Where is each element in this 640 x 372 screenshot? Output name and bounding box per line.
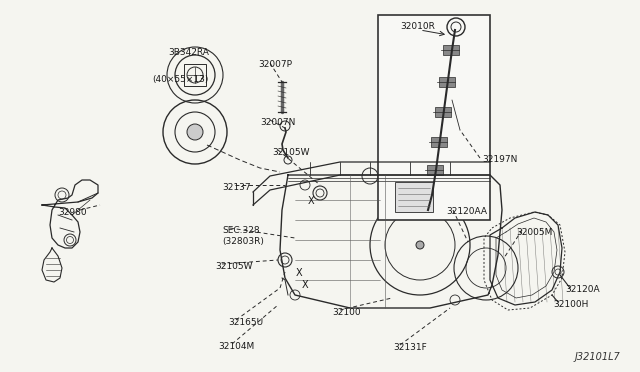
Circle shape <box>416 241 424 249</box>
Text: 32007P: 32007P <box>258 60 292 69</box>
Text: 32104M: 32104M <box>218 342 254 351</box>
Bar <box>439 77 455 87</box>
Text: 32105W: 32105W <box>272 148 310 157</box>
Bar <box>378 15 490 220</box>
Bar <box>427 165 443 175</box>
Bar <box>184 64 206 86</box>
Text: J32101L7: J32101L7 <box>574 352 620 362</box>
Text: 3B342RA: 3B342RA <box>168 48 209 57</box>
Text: (32803R): (32803R) <box>222 237 264 246</box>
Text: 32137: 32137 <box>222 183 251 192</box>
Text: X: X <box>301 280 308 290</box>
Text: 32120A: 32120A <box>565 285 600 294</box>
Text: 32197N: 32197N <box>482 155 517 164</box>
Text: (40×55×13): (40×55×13) <box>152 75 209 84</box>
Bar <box>443 45 459 55</box>
Bar <box>431 137 447 147</box>
Text: 32100H: 32100H <box>553 300 588 309</box>
Text: 32120AA: 32120AA <box>446 207 487 216</box>
Text: 32980: 32980 <box>58 208 86 217</box>
Text: 32005M: 32005M <box>516 228 552 237</box>
Circle shape <box>187 124 203 140</box>
Text: 32010R: 32010R <box>400 22 435 31</box>
Text: SEC.328: SEC.328 <box>222 226 260 235</box>
Bar <box>395 182 433 212</box>
Text: 32131F: 32131F <box>393 343 427 352</box>
Text: 32105W: 32105W <box>215 262 253 271</box>
Text: X: X <box>308 196 315 206</box>
Text: 32165U: 32165U <box>228 318 263 327</box>
Text: 32007N: 32007N <box>260 118 296 127</box>
Text: X: X <box>296 268 303 278</box>
Bar <box>435 107 451 117</box>
Text: 32100: 32100 <box>332 308 360 317</box>
